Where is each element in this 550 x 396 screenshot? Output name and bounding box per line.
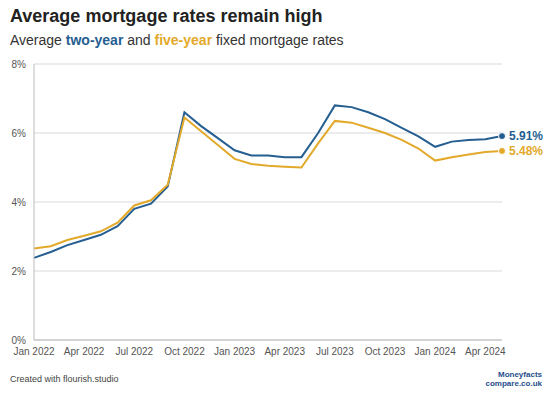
svg-text:Apr 2023: Apr 2023 — [264, 346, 305, 357]
svg-text:Jul 2023: Jul 2023 — [316, 346, 354, 357]
svg-text:Jul 2022: Jul 2022 — [115, 346, 153, 357]
svg-text:Jan 2022: Jan 2022 — [13, 346, 55, 357]
html-text:Average mortgage rates remain: Average mortgage rates remain high — [10, 6, 323, 26]
svg-text:5.48%: 5.48% — [509, 144, 542, 158]
svg-text:2%: 2% — [12, 266, 27, 277]
svg-text:Apr 2022: Apr 2022 — [64, 346, 105, 357]
svg-text:Oct 2023: Oct 2023 — [365, 346, 406, 357]
html-text:compare.co.uk: compare.co.uk — [485, 379, 542, 388]
svg-text:Jan 2024: Jan 2024 — [415, 346, 457, 357]
svg-text:5.91%: 5.91% — [509, 129, 542, 143]
svg-text:8%: 8% — [12, 59, 27, 70]
svg-text:0%: 0% — [12, 335, 27, 346]
html-text:Created with flourish.studio: Created with flourish.studio — [10, 374, 119, 384]
html-text:Moneyfacts: Moneyfacts — [498, 370, 542, 379]
html-text:Average two-year and five-year: Average two-year and five-year fixed mor… — [10, 32, 344, 48]
svg-text:4%: 4% — [12, 197, 27, 208]
svg-text:Oct 2022: Oct 2022 — [164, 346, 205, 357]
svg-text:Jan 2023: Jan 2023 — [214, 346, 256, 357]
svg-text:Apr 2024: Apr 2024 — [465, 346, 506, 357]
svg-text:6%: 6% — [12, 128, 27, 139]
